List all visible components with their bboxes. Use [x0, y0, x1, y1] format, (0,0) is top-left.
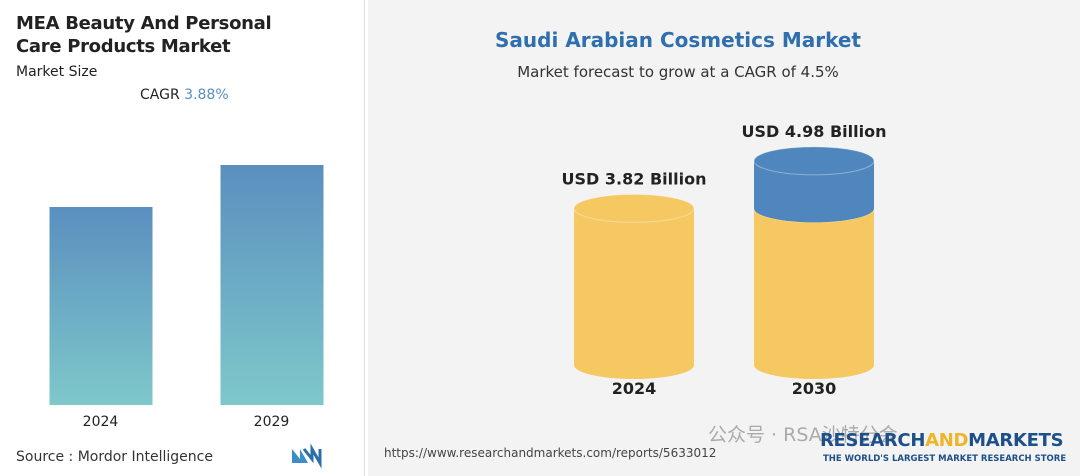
- source: Source : Mordor Intelligence: [16, 449, 213, 465]
- bar: [49, 207, 153, 405]
- cylinder-body: [754, 160, 874, 223]
- cylinder: [573, 193, 695, 379]
- watermark: 公众号 · RSA沙特分会: [708, 424, 898, 446]
- value-label: USD 4.98 Billion: [742, 122, 887, 141]
- chart-subtitle: Market forecast to grow at a CAGR of 4.5…: [517, 63, 839, 81]
- chart-subtitle: Market Size: [16, 64, 98, 80]
- x-tick-label: 2030: [792, 379, 837, 398]
- logo-word: AND: [925, 430, 969, 451]
- x-tick-label: 2024: [612, 379, 657, 398]
- bar: [220, 165, 324, 405]
- cylinder-body: [754, 208, 874, 379]
- mordor-logo: [292, 443, 322, 469]
- cylinder-body: [574, 208, 694, 379]
- right-panel: USD 3.82 Billion 2024 USD 4.98 Billion 2030…: [368, 0, 1080, 476]
- chart-title: Saudi Arabian Cosmetics Market: [495, 28, 861, 52]
- value-label: USD 3.82 Billion: [562, 169, 707, 188]
- source-url: https://www.researchandmarkets.com/repor…: [384, 446, 717, 460]
- cylinder-top: [753, 146, 875, 176]
- logo: RESEARCHANDMARKETS: [820, 430, 1064, 451]
- annotation: CAGR 3.88%: [140, 87, 229, 103]
- x-tick-label: 2029: [254, 414, 290, 430]
- cylinder: [753, 146, 875, 379]
- left-panel: 2024 2029 MEA Beauty And Personal Care Pr…: [0, 0, 365, 476]
- right-chart: USD 3.82 Billion 2024 USD 4.98 Billion 2030: [562, 122, 887, 398]
- logo-word: RESEARCH: [820, 430, 926, 451]
- chart-title: MEA Beauty And Personal Care Products Ma…: [16, 13, 272, 57]
- x-tick-label: 2024: [83, 414, 119, 430]
- cylinder-top: [573, 193, 695, 223]
- annotation-value: 3.88%: [184, 87, 229, 103]
- tagline: THE WORLD'S LARGEST MARKET RESEARCH STOR…: [823, 454, 1067, 464]
- logo-word: MARKETS: [968, 430, 1064, 451]
- annotation-label: CAGR: [140, 87, 180, 103]
- left-chart: 2024 2029: [49, 165, 324, 469]
